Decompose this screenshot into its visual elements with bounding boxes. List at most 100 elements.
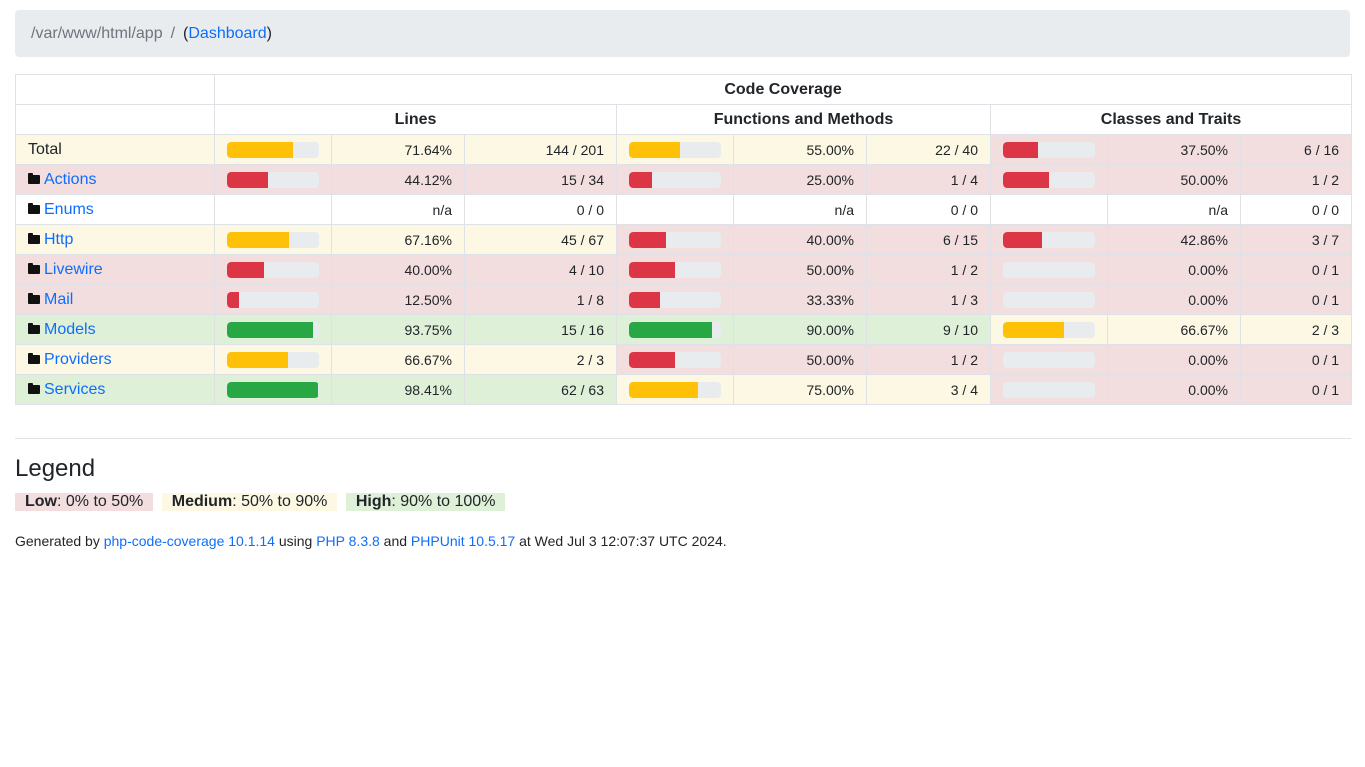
funcs-percent: 55.00% [733,134,867,165]
section-divider [15,438,1351,439]
classes-percent: 42.86% [1107,224,1241,255]
breadcrumb-paren-open: ( [183,24,189,42]
directory-link[interactable]: Mail [44,290,74,308]
classes-progress-fill [1003,141,1038,158]
classes-progress-bar [1003,261,1095,278]
header-code-coverage: Code Coverage [213,74,1353,105]
footer-tool-link[interactable]: php-code-coverage 10.1.14 [103,533,275,549]
footer-suffix: at Wed Jul 3 12:07:37 UTC 2024. [515,533,727,549]
table-row: Total 71.64% 144 / 201 55.00% 22 / 40 37.50% 6… [15,134,1353,165]
lines-ratio: 1 / 8 [464,284,617,315]
funcs-progress-fill [629,351,675,368]
footer-and: and [379,533,411,549]
legend-high: High: 90% to 100% [345,493,506,511]
funcs-bar-cell [616,254,734,285]
funcs-percent: 50.00% [733,344,867,375]
lines-bar-cell [214,284,332,315]
row-name-cell: Livewire [15,254,215,285]
funcs-bar-cell [616,224,734,255]
funcs-ratio: 3 / 4 [866,374,991,405]
header-classes-traits: Classes and Traits [989,104,1353,135]
footer-phpunit-link[interactable]: PHPUnit 10.5.17 [410,533,516,549]
directory-link[interactable]: Models [44,320,96,338]
classes-ratio: 0 / 1 [1239,254,1353,285]
row-name-cell: Http [15,224,215,255]
lines-progress-bar [227,261,319,278]
directory-link[interactable]: Actions [44,170,97,188]
classes-bar-cell [990,134,1108,165]
breadcrumb-dashboard-link[interactable]: Dashboard [188,24,267,42]
funcs-percent: 50.00% [733,254,867,285]
row-name-cell: Providers [15,344,215,375]
folder-icon [28,352,40,364]
folder-icon [28,382,40,394]
lines-bar-cell [214,374,332,405]
table-row: Enums n/a 0 / 0 n/a 0 / 0 n/a 0 / 0 [15,194,1353,225]
classes-bar-cell [990,374,1108,405]
lines-percent: 12.50% [331,284,465,315]
table-row: Actions 44.12% 15 / 34 25.00% 1 / 4 50.00% 1 /… [15,164,1353,195]
classes-progress-bar [1003,291,1095,308]
footer-php-link[interactable]: PHP 8.3.8 [316,533,380,549]
table-row: Providers 66.67% 2 / 3 50.00% 1 / 2 0.00% 0 / … [15,344,1353,375]
funcs-ratio: 22 / 40 [866,134,991,165]
classes-ratio: 0 / 1 [1239,284,1353,315]
classes-ratio: 3 / 7 [1239,224,1353,255]
classes-ratio: 0 / 1 [1239,344,1353,375]
classes-ratio: 6 / 16 [1239,134,1353,165]
classes-percent: 66.67% [1107,314,1241,345]
funcs-percent: 33.33% [733,284,867,315]
funcs-bar-cell [616,314,734,345]
lines-percent: 44.12% [331,164,465,195]
funcs-ratio: 0 / 0 [866,194,991,225]
lines-ratio: 144 / 201 [464,134,617,165]
funcs-bar-cell [616,284,734,315]
directory-link[interactable]: Services [44,380,106,398]
funcs-progress-bar [629,291,721,308]
classes-progress-fill [1003,231,1043,248]
header-lines: Lines [214,104,617,135]
breadcrumb-separator: / [170,24,176,42]
legend-low-range: : 0% to 50% [57,493,144,510]
funcs-ratio: 6 / 15 [866,224,991,255]
classes-progress-bar [1003,171,1095,188]
directory-link[interactable]: Http [44,230,74,248]
lines-progress-bar [227,351,319,368]
directory-link[interactable]: Enums [44,200,94,218]
directory-link[interactable]: Providers [44,350,112,368]
folder-icon [28,292,40,304]
lines-bar-cell [214,344,332,375]
directory-link[interactable]: Livewire [44,260,103,278]
lines-percent: 71.64% [331,134,465,165]
row-name-cell: Services [15,374,215,405]
lines-percent: 66.67% [331,344,465,375]
funcs-progress-fill [629,291,660,308]
funcs-progress-bar [629,141,721,158]
funcs-ratio: 9 / 10 [866,314,991,345]
funcs-percent: 25.00% [733,164,867,195]
lines-percent: 98.41% [331,374,465,405]
lines-progress-fill [227,141,293,158]
classes-bar-cell [990,284,1108,315]
legend-medium: Medium: 50% to 90% [161,493,338,511]
funcs-ratio: 1 / 2 [866,344,991,375]
classes-ratio: 1 / 2 [1239,164,1353,195]
funcs-progress-bar [629,171,721,188]
funcs-progress-fill [629,141,680,158]
lines-bar-cell [214,164,332,195]
lines-progress-fill [227,321,314,338]
header-empty [15,74,215,105]
lines-ratio: 0 / 0 [464,194,617,225]
table-row: Models 93.75% 15 / 16 90.00% 9 / 10 66.67% 2 /… [15,314,1353,345]
classes-progress-bar [1003,381,1095,398]
classes-bar-cell [990,194,1108,225]
lines-progress-fill [227,171,268,188]
classes-ratio: 0 / 1 [1239,374,1353,405]
lines-progress-bar [227,291,319,308]
legend-high-range: : 90% to 100% [391,493,496,510]
funcs-bar-cell [616,344,734,375]
lines-ratio: 15 / 16 [464,314,617,345]
folder-icon [28,262,40,274]
coverage-table: Code Coverage Lines Functions and Method… [15,74,1353,405]
lines-ratio: 4 / 10 [464,254,617,285]
